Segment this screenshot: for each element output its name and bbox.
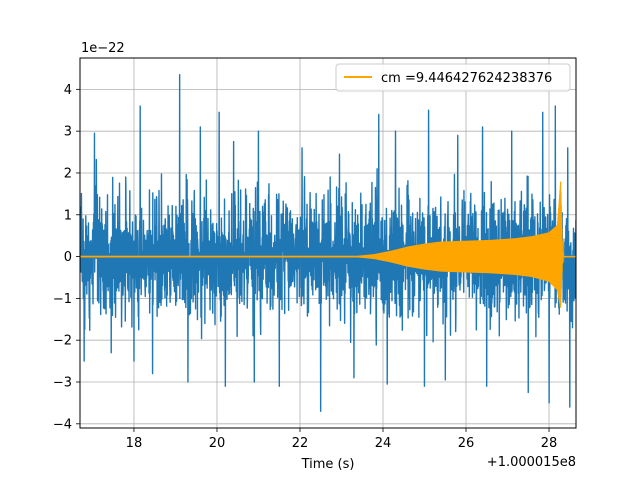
y-tick-label: 4 [64, 83, 72, 98]
x-tick-label: 26 [458, 436, 475, 451]
x-offset-label: +1.000015e8 [487, 455, 576, 470]
legend-label-chirp: cm =9.446427624238376 [381, 71, 552, 86]
x-axis-ticks: 18 20 22 24 26 28 [126, 428, 558, 451]
y-tick-label: −4 [53, 417, 72, 432]
y-tick-label: −1 [53, 292, 72, 307]
legend-box [335, 63, 571, 92]
x-tick-label: 18 [126, 436, 143, 451]
noise-trace [80, 74, 576, 412]
y-axis-ticks: −4 −3 −2 −1 0 1 2 3 4 [53, 83, 80, 432]
chirp-series [80, 181, 576, 308]
y-tick-label: 3 [64, 125, 72, 140]
y-tick-label: −3 [53, 376, 72, 391]
y-tick-label: −2 [53, 334, 72, 349]
y-tick-label: 2 [64, 166, 72, 181]
y-tick-label: 0 [64, 250, 72, 265]
x-axis-label: Time (s) [301, 457, 355, 472]
legend: cm =9.446427624238376 [335, 63, 571, 92]
x-tick-label: 22 [292, 436, 309, 451]
x-tick-label: 28 [541, 436, 558, 451]
x-tick-label: 24 [375, 436, 392, 451]
plot-frame [79, 57, 577, 429]
y-tick-label: 1 [64, 208, 72, 223]
y-scale-label: 1e−22 [81, 41, 125, 56]
x-tick-label: 20 [209, 436, 226, 451]
noise-series [80, 74, 576, 412]
